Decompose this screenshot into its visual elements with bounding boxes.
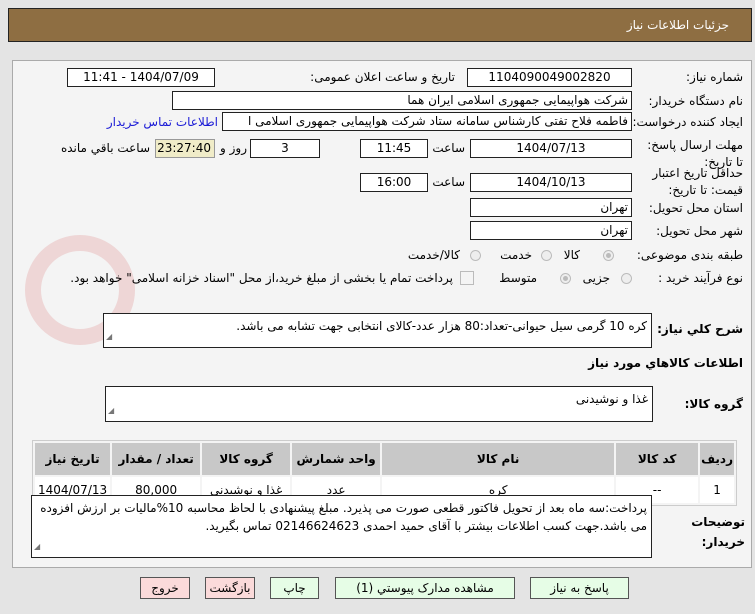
city-field: تهران xyxy=(470,221,632,240)
buyer-label: نام دستگاه خریدار: xyxy=(648,94,744,108)
goods-table: ردیف کد کالا نام کالا واحد شمارش گروه کا… xyxy=(32,440,737,506)
category-both-radio[interactable] xyxy=(470,250,481,261)
deadline-label: مهلت ارسال پاسخ: تا تاریخ: xyxy=(647,138,743,169)
resize-grip-icon[interactable]: ◢ xyxy=(108,406,115,415)
process-medium-label: متوسط xyxy=(499,271,537,285)
col-date: تاریخ نیاز xyxy=(35,443,111,475)
days-field: 3 xyxy=(250,139,320,158)
goods-group-textarea[interactable]: غذا و نوشیدنی ◢ xyxy=(105,386,653,422)
creator-field: فاطمه فلاح تفتی کارشناس سامانه ستاد شرکت… xyxy=(222,112,632,131)
days-label: روز و xyxy=(220,141,247,155)
category-both-label: کالا/خدمت xyxy=(407,248,460,262)
validity-label: حداقل تاریخ اعتبار قیمت: تا تاریخ: xyxy=(652,166,743,197)
deadline-date-field: 1404/07/13 xyxy=(470,139,632,158)
view-attachments-button[interactable]: مشاهده مدارک پیوستي (1) xyxy=(335,577,515,599)
reply-button[interactable]: پاسخ به نیاز xyxy=(530,577,629,599)
need-number-field: 1104090049002820 xyxy=(467,68,632,87)
process-minor-radio[interactable] xyxy=(621,273,632,284)
page-title: جزئیات اطلاعات نیاز xyxy=(626,18,729,32)
category-goods-radio[interactable] xyxy=(603,250,614,261)
category-service-radio[interactable] xyxy=(541,250,552,261)
col-name: نام کالا xyxy=(382,443,615,475)
contact-buyer-link[interactable]: اطلاعات تماس خریدار xyxy=(106,115,218,129)
need-number-label: شماره نیاز: xyxy=(686,70,743,84)
announce-field: 1404/07/09 - 11:41 xyxy=(67,68,215,87)
back-button[interactable]: بازگشت xyxy=(205,577,255,599)
col-code: کد کالا xyxy=(616,443,699,475)
creator-label: ایجاد کننده درخواست: xyxy=(632,115,743,129)
buyer-notes-textarea[interactable]: پرداخت:سه ماه بعد از تحویل فاکتور قطعی ص… xyxy=(31,495,652,558)
col-quantity: تعداد / مقدار xyxy=(112,443,201,475)
resize-grip-icon[interactable]: ◢ xyxy=(106,332,113,341)
table-header-row: ردیف کد کالا نام کالا واحد شمارش گروه کا… xyxy=(35,443,734,475)
exit-button[interactable]: خروج xyxy=(140,577,190,599)
deadline-time-label: ساعت xyxy=(432,141,465,155)
description-text: کره 10 گرمی سیل حیوانی-تعداد:80 هزار عدد… xyxy=(236,319,647,333)
goods-group-text: غذا و نوشیدنی xyxy=(575,392,648,406)
description-textarea[interactable]: کره 10 گرمی سیل حیوانی-تعداد:80 هزار عدد… xyxy=(103,313,652,348)
buyer-notes-label: توضیحات خریدار: xyxy=(691,515,745,549)
buyer-field: شرکت هواپیمایی جمهوری اسلامی ایران هما xyxy=(172,91,632,110)
city-label: شهر محل تحویل: xyxy=(656,224,743,238)
cell-row: 1 xyxy=(700,477,734,503)
remaining-time-field: 23:27:40 xyxy=(155,139,215,158)
validity-date-field: 1404/10/13 xyxy=(470,173,632,192)
col-group: گروه کالا xyxy=(202,443,291,475)
province-field: تهران xyxy=(470,198,632,217)
category-label: طبقه بندی موضوعی: xyxy=(636,248,743,262)
category-service-label: خدمت xyxy=(500,248,532,262)
col-row: ردیف xyxy=(700,443,734,475)
deadline-time-field: 11:45 xyxy=(360,139,428,158)
process-label: نوع فرآیند خرید : xyxy=(658,271,743,285)
process-medium-radio[interactable] xyxy=(560,273,571,284)
announce-label: تاریخ و ساعت اعلان عمومی: xyxy=(310,70,455,84)
remaining-label: ساعت باقي مانده xyxy=(60,141,150,155)
province-label: استان محل تحویل: xyxy=(648,201,743,215)
treasury-payment-checkbox[interactable] xyxy=(460,271,474,285)
validity-time-field: 16:00 xyxy=(360,173,428,192)
page-header: جزئیات اطلاعات نیاز xyxy=(8,8,752,42)
treasury-payment-label: پرداخت تمام یا بخشی از مبلغ خرید،از محل … xyxy=(70,271,453,285)
validity-time-label: ساعت xyxy=(432,175,465,189)
buyer-notes-text: پرداخت:سه ماه بعد از تحویل فاکتور قطعی ص… xyxy=(40,501,647,533)
category-goods-label: کالا xyxy=(563,248,580,262)
resize-grip-icon[interactable]: ◢ xyxy=(34,542,41,551)
col-unit: واحد شمارش xyxy=(292,443,381,475)
process-minor-label: جزیی xyxy=(582,271,610,285)
description-label: شرح کلي نیاز: xyxy=(657,322,743,336)
group-label: گروه کالا: xyxy=(684,397,743,411)
print-button[interactable]: چاپ xyxy=(270,577,319,599)
goods-section-title: اطلاعات کالاهاي مورد نیاز xyxy=(588,356,743,370)
